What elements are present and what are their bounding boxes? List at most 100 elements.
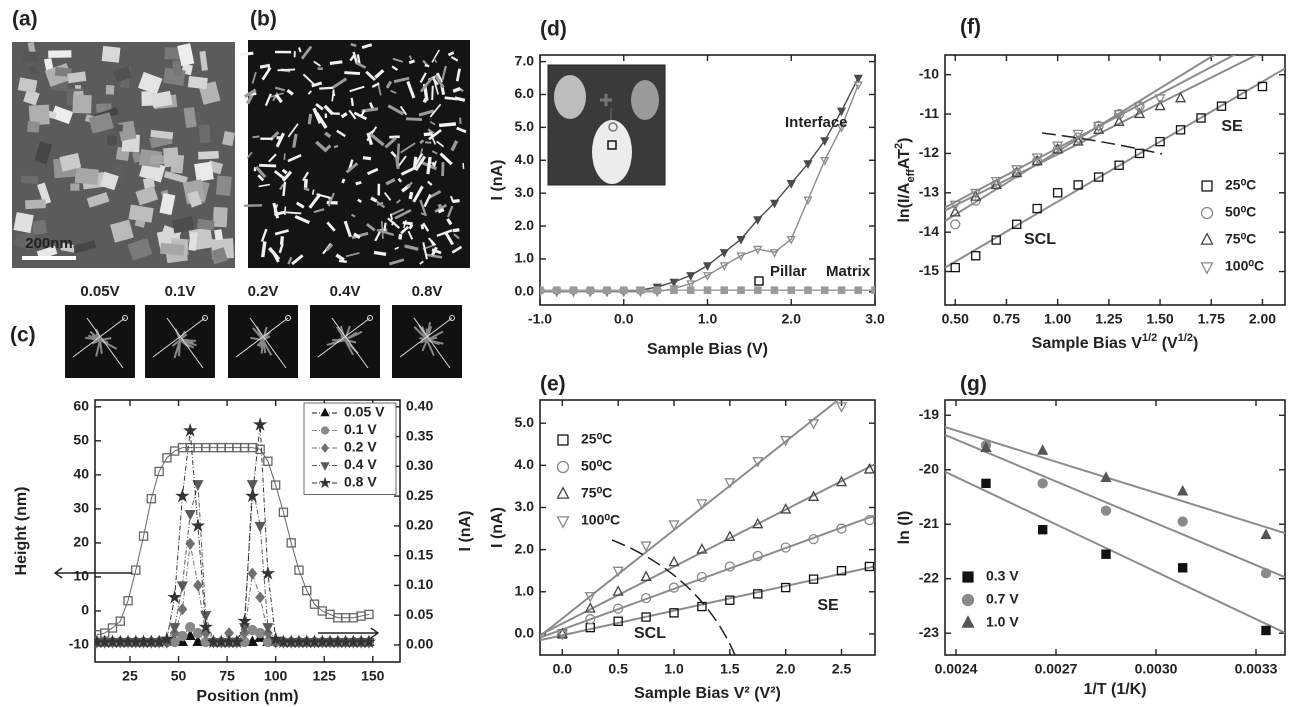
series-label: Matrix — [826, 263, 871, 280]
data-point — [702, 272, 713, 281]
image-grain — [188, 231, 198, 251]
legend-label: 0.05 V — [344, 404, 385, 420]
image-feature — [344, 71, 361, 76]
image-feature — [340, 112, 348, 119]
legend-marker — [318, 476, 332, 489]
data-point — [696, 571, 708, 583]
legend-label: 0.8 V — [344, 474, 377, 490]
x-tick-label: 2.00 — [1249, 311, 1276, 327]
data-point — [198, 619, 213, 634]
image-feature — [292, 133, 298, 148]
image-feature — [251, 71, 257, 84]
inset-image — [547, 64, 666, 186]
image-grain — [72, 94, 92, 114]
y-tick-label: 20 — [73, 534, 89, 550]
image-feature — [432, 57, 438, 64]
image-feature — [257, 174, 265, 182]
data-point — [753, 216, 763, 225]
data-point — [184, 509, 196, 521]
y-tick-label: 5.0 — [515, 414, 535, 430]
data-point — [1113, 115, 1125, 126]
image-feature — [287, 153, 302, 163]
panel-label: (g) — [960, 373, 987, 396]
bias-label: 0.05V — [80, 283, 119, 300]
image-feature — [331, 89, 335, 102]
y-tick-label: -22 — [919, 569, 939, 585]
data-point — [769, 199, 780, 209]
image-grain — [160, 242, 185, 256]
image-feature — [397, 155, 407, 168]
image-grain — [135, 185, 159, 206]
y2-tick-label: 0.30 — [406, 457, 433, 473]
y-tick-label: -12 — [919, 144, 939, 160]
x-tick-label: 1.75 — [1198, 311, 1225, 327]
image-grain — [111, 164, 123, 172]
data-point — [556, 629, 568, 641]
data-point — [613, 603, 624, 614]
image-marker — [367, 315, 373, 321]
data-point — [836, 566, 847, 576]
data-point — [668, 555, 680, 567]
image-grain — [110, 219, 134, 243]
image-feature — [402, 219, 407, 229]
axis-title: Sample Bias V1/2 (V1/2) — [1032, 332, 1199, 352]
y-tick-label: -15 — [919, 262, 939, 278]
image-grain — [28, 104, 50, 126]
image-feature — [308, 193, 322, 209]
data-point — [780, 436, 792, 447]
data-point — [702, 262, 713, 271]
legend-marker — [961, 615, 975, 628]
image-cut — [413, 317, 451, 369]
image-feature — [352, 51, 359, 65]
data-point — [724, 561, 735, 572]
panel-label: (f) — [960, 16, 981, 39]
legend-label: 1.0 V — [986, 614, 1019, 630]
image-feature — [246, 151, 253, 159]
data-point — [162, 453, 172, 463]
image-feature — [259, 163, 277, 168]
data-point — [192, 480, 204, 491]
image-a: 200nm — [12, 41, 235, 268]
image-feature — [369, 133, 385, 147]
image-feature — [351, 213, 356, 218]
image-feature — [418, 109, 435, 117]
x-tick-label: 1.00 — [1044, 311, 1071, 327]
image-feature — [313, 208, 325, 214]
fit-line — [540, 400, 840, 637]
image-feature — [298, 47, 302, 53]
image-feature — [426, 339, 435, 357]
image-feature — [349, 54, 356, 62]
data-point — [808, 419, 820, 430]
image-grain — [214, 229, 223, 241]
image-feature — [419, 260, 424, 265]
image-feature — [452, 86, 461, 93]
image-feature — [262, 331, 271, 341]
data-point — [752, 457, 764, 468]
data-point — [669, 278, 679, 288]
image-feature — [366, 132, 374, 146]
image-feature — [271, 250, 280, 263]
legend-label: 25⁰C — [581, 431, 612, 447]
image-grain — [43, 58, 54, 72]
data-point — [780, 503, 792, 514]
image-grain — [163, 170, 188, 184]
image-cut — [166, 317, 204, 369]
data-point — [159, 631, 175, 646]
image-feature — [294, 214, 310, 225]
y-tick-label: 30 — [73, 500, 89, 516]
image-feature — [431, 248, 442, 255]
image-feature — [272, 92, 279, 102]
data-point — [719, 262, 729, 271]
data-point — [696, 543, 708, 554]
image-b — [239, 40, 470, 268]
legend-marker — [320, 407, 330, 417]
image-feature — [323, 104, 334, 116]
image-feature — [355, 61, 367, 69]
image-cut — [72, 317, 126, 358]
image-feature — [428, 190, 442, 199]
image-feature — [316, 193, 332, 199]
data-point — [619, 286, 628, 294]
image-feature — [400, 225, 410, 235]
panel-label: (e) — [540, 373, 566, 396]
